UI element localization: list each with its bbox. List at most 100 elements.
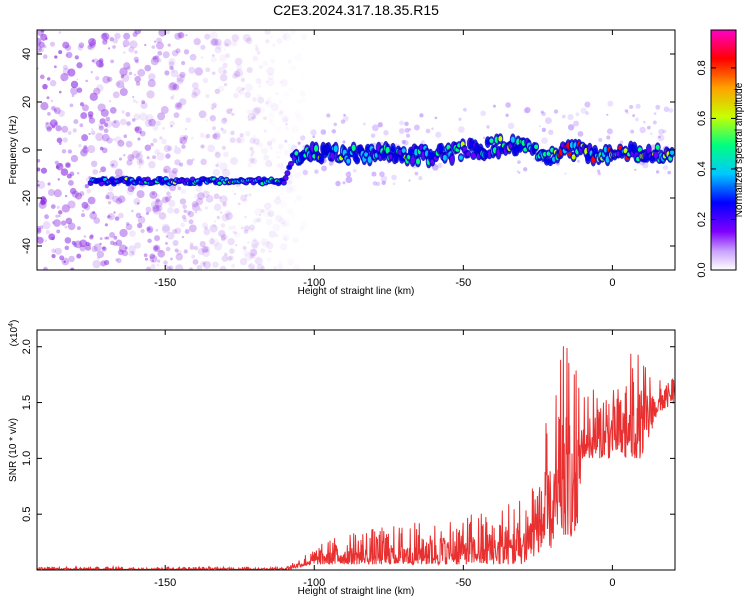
spectral-blob xyxy=(250,116,254,120)
spectral-blob xyxy=(279,200,287,208)
spectral-blob xyxy=(152,155,156,160)
spectral-blob xyxy=(244,83,253,92)
spectral-blob xyxy=(80,112,88,120)
spectral-blob xyxy=(236,64,243,71)
spectral-blob xyxy=(79,102,85,107)
spectral-blob xyxy=(100,108,109,117)
spectral-blob xyxy=(273,123,276,126)
spectral-blob xyxy=(137,137,141,141)
spectral-blob xyxy=(165,241,168,245)
spectral-blob xyxy=(294,200,297,203)
spectral-blob xyxy=(141,100,146,105)
spectral-blob xyxy=(44,239,48,243)
spectral-blob xyxy=(630,129,635,134)
spectral-blob xyxy=(201,222,209,229)
spectral-blob xyxy=(149,253,156,260)
spectrogram-image xyxy=(37,30,675,270)
spectral-blob xyxy=(161,223,170,232)
spectral-blob xyxy=(168,170,178,179)
spectral-blob xyxy=(132,31,138,38)
spectral-blob xyxy=(82,146,89,154)
spectral-blob xyxy=(196,264,202,270)
spectral-blob xyxy=(180,222,186,228)
spectral-blob xyxy=(175,48,181,54)
spectral-blob xyxy=(70,267,75,270)
spectral-blob xyxy=(89,211,98,220)
spectral-blob xyxy=(267,97,271,101)
spectral-blob xyxy=(37,235,40,240)
spectral-blob xyxy=(151,192,155,196)
spectral-blob xyxy=(77,44,84,51)
spectral-blob xyxy=(58,31,62,34)
spectral-blob xyxy=(76,253,82,259)
spectral-blob xyxy=(191,82,199,89)
spectral-blob xyxy=(233,231,237,235)
spectral-blob xyxy=(133,56,139,62)
colorbar-tick-label: 0.0 xyxy=(696,262,708,277)
spectral-blob xyxy=(492,104,497,108)
spectral-blob xyxy=(252,150,255,153)
spectral-blob xyxy=(37,158,41,163)
spectral-blob xyxy=(548,129,554,135)
spectral-blob xyxy=(188,219,194,225)
spectral-blob xyxy=(234,231,241,238)
spectral-blob xyxy=(200,56,204,59)
spectral-blob xyxy=(517,160,521,164)
spectral-blob xyxy=(52,125,56,129)
spectral-blob xyxy=(370,133,376,138)
spectral-blob xyxy=(381,180,386,185)
spectral-blob xyxy=(278,260,282,264)
spectral-blob xyxy=(285,197,287,199)
spectral-blob xyxy=(136,190,145,199)
spectral-blob xyxy=(181,61,186,66)
spectral-blob xyxy=(152,138,158,143)
ridge-core xyxy=(401,148,406,153)
spectral-blob xyxy=(482,136,486,140)
spectral-blob xyxy=(81,201,89,209)
spectral-blob xyxy=(321,165,327,172)
spectral-blob xyxy=(115,258,119,262)
spectral-blob xyxy=(83,235,87,238)
spectral-blob xyxy=(64,225,68,229)
spectral-blob xyxy=(265,39,270,44)
spectral-blob xyxy=(228,255,234,261)
spectral-blob xyxy=(281,34,288,40)
ridge-core xyxy=(571,154,576,160)
spectral-blob xyxy=(95,76,100,81)
spectral-blob xyxy=(99,242,102,246)
spectral-blob xyxy=(64,194,68,198)
spectral-blob xyxy=(220,211,223,214)
spectral-blob xyxy=(131,187,135,190)
spectral-blob xyxy=(564,172,567,175)
snr-frame xyxy=(36,329,676,571)
spectral-blob xyxy=(212,71,216,75)
spectral-blob xyxy=(196,192,205,200)
spectral-blob xyxy=(231,263,236,268)
ridge-core xyxy=(367,156,372,163)
spectral-blob xyxy=(189,245,195,250)
spectral-blob xyxy=(200,158,207,166)
colorbar-ticks: 0.0 0.2 0.4 0.6 0.8 xyxy=(696,60,736,278)
spectral-blob xyxy=(266,67,275,76)
spectral-blob xyxy=(186,210,192,216)
spectral-blob xyxy=(243,229,249,234)
spectral-blob xyxy=(150,57,159,66)
snr-x-ticks: -150 -100 -50 0 xyxy=(154,330,615,589)
spectral-blob xyxy=(291,65,297,71)
spectral-blob xyxy=(216,161,221,165)
spectral-blob xyxy=(144,144,152,152)
colorbar-tick-label: 0.4 xyxy=(696,161,708,176)
spectral-blob xyxy=(267,210,275,217)
spectral-blob xyxy=(179,98,187,106)
spectral-blob xyxy=(40,102,49,111)
spectral-blob xyxy=(222,202,227,207)
spectral-blob xyxy=(289,87,293,91)
chart-title: C2E3.2024.317.18.35.R15 xyxy=(273,2,439,18)
spectral-blob xyxy=(165,266,173,270)
ridge-core xyxy=(471,153,476,158)
spectral-blob xyxy=(345,176,353,184)
y-tick-label: -20 xyxy=(21,190,33,206)
spectral-blob xyxy=(58,214,61,218)
snr-series-line xyxy=(37,346,675,570)
spectral-blob xyxy=(67,200,76,209)
